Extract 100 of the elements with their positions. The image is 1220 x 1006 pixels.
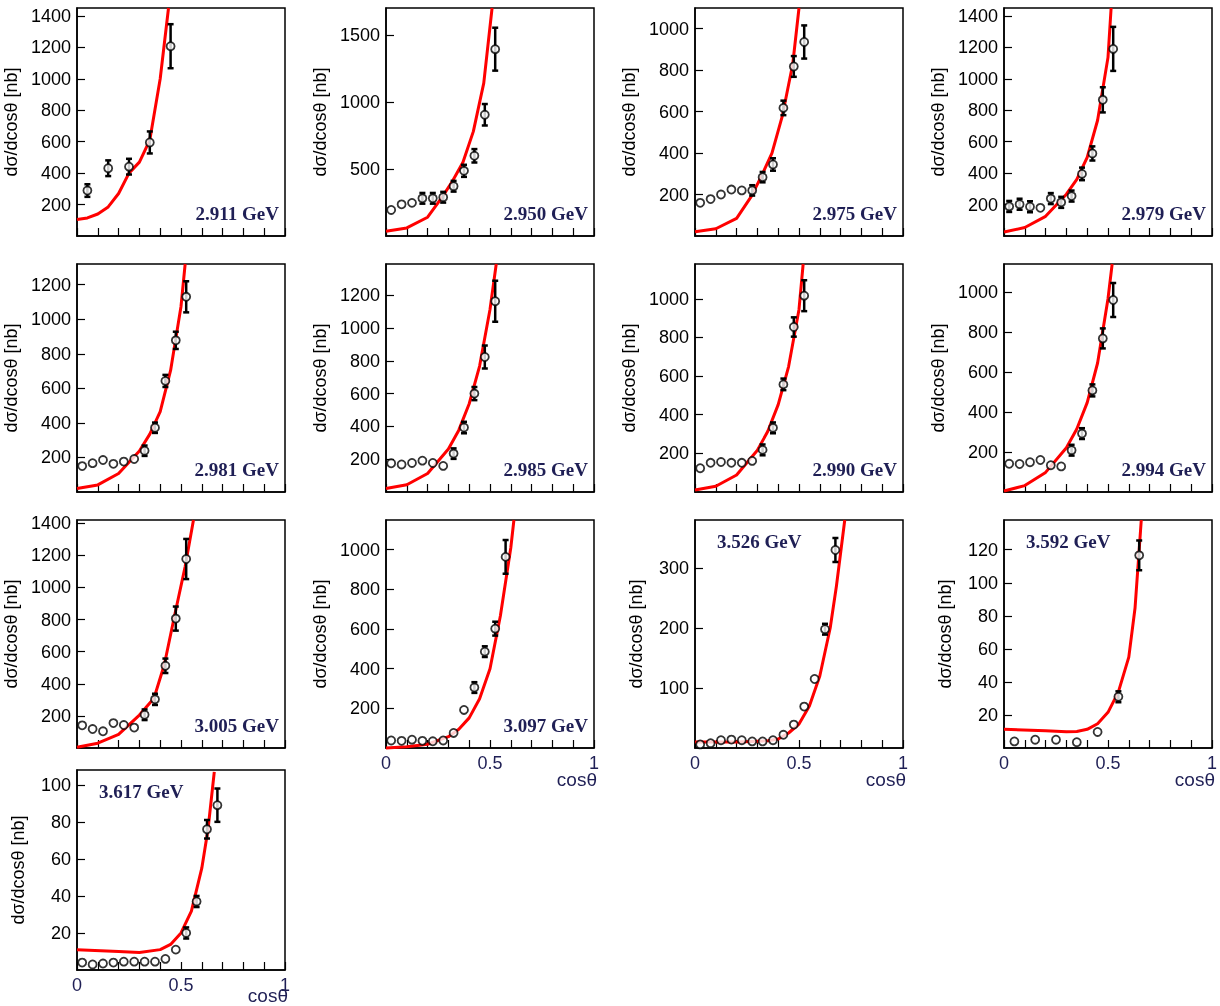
point (705, 457, 716, 468)
point (788, 719, 799, 730)
annotation: 3.592 GeV (1026, 531, 1111, 552)
point (407, 458, 417, 468)
point (809, 674, 820, 684)
y-tick-label: 60 (50, 848, 71, 869)
point (736, 457, 747, 468)
point (129, 956, 140, 967)
y-tick-label: 200 (40, 447, 71, 468)
point (490, 296, 501, 307)
point (160, 660, 171, 671)
y-tick-label: 400 (967, 402, 998, 422)
y-tick-label: 800 (40, 343, 71, 364)
point (1030, 734, 1041, 745)
y-tick-label: 600 (40, 641, 71, 662)
point (1134, 550, 1145, 561)
y-tick-label: 200 (349, 698, 380, 719)
y-tick-label: 1000 (648, 18, 689, 39)
point (1045, 460, 1056, 471)
point (150, 956, 160, 967)
point (788, 61, 799, 72)
y-tick-label: 400 (658, 404, 689, 425)
point (1108, 43, 1119, 54)
point (87, 458, 98, 469)
point (181, 291, 192, 302)
y-axis-title: dσ/dcosθ [nb] (928, 67, 949, 177)
point (438, 735, 449, 746)
point (139, 956, 150, 967)
point (165, 41, 176, 52)
point (108, 957, 119, 968)
annotation: 2.950 GeV (503, 203, 589, 224)
y-tick-label: 600 (967, 362, 998, 382)
annotation: 2.990 GeV (812, 459, 898, 480)
y-tick-label: 800 (658, 327, 689, 348)
point (768, 735, 778, 746)
point (705, 194, 716, 204)
point (144, 137, 155, 148)
point (118, 720, 129, 730)
point (716, 457, 726, 467)
point (490, 44, 501, 55)
point (1056, 461, 1067, 472)
point (1092, 727, 1103, 737)
y-tick-label: 200 (967, 442, 998, 462)
y-tick-label: 1000 (339, 539, 380, 560)
point (830, 545, 841, 555)
point (118, 956, 129, 967)
y-tick-label: 80 (977, 605, 998, 626)
point (407, 197, 417, 208)
point (170, 613, 181, 624)
point (448, 728, 459, 738)
point (788, 322, 799, 332)
y-tick-label: 600 (658, 366, 689, 387)
y-tick-label: 400 (349, 416, 380, 437)
y-tick-label: 20 (50, 922, 71, 943)
point (427, 736, 438, 747)
y-tick-label: 1200 (30, 274, 71, 295)
annotation: 3.526 GeV (717, 531, 802, 552)
y-tick-label: 1200 (957, 37, 998, 58)
y-tick-label: 120 (967, 539, 998, 560)
y-tick-label: 600 (967, 131, 998, 152)
y-tick-label: 1000 (957, 68, 998, 89)
point (181, 554, 192, 564)
y-tick-label: 40 (977, 671, 998, 692)
y-tick-label: 400 (349, 658, 380, 679)
y-tick-label: 60 (977, 638, 998, 659)
point (77, 461, 88, 471)
y-tick-label: 100 (967, 572, 998, 593)
y-tick-label: 600 (658, 101, 689, 122)
y-tick-label: 1200 (30, 37, 71, 58)
point (799, 701, 810, 712)
y-tick-label: 400 (40, 412, 71, 433)
y-tick-label: 1200 (339, 285, 380, 306)
annotation: 2.911 GeV (195, 203, 280, 224)
y-axis-title: dσ/dcosθ [nb] (626, 579, 646, 689)
y-tick-label: 200 (40, 194, 71, 215)
y-axis-title: dσ/dcosθ [nb] (1, 323, 22, 433)
point (757, 736, 768, 747)
y-tick-label: 1000 (30, 68, 71, 89)
y-axis-title: dσ/dcosθ [nb] (619, 323, 640, 433)
point (1004, 458, 1015, 469)
point (1014, 459, 1025, 469)
x-tick-label: 0.5 (786, 753, 812, 773)
point (98, 455, 108, 465)
point (386, 458, 397, 469)
y-tick-label: 1000 (339, 91, 380, 112)
y-tick-label: 1000 (339, 317, 380, 338)
point (736, 185, 747, 196)
y-tick-label: 600 (349, 383, 380, 404)
point (726, 184, 737, 195)
point (98, 726, 108, 737)
annotation: 3.097 GeV (503, 715, 589, 736)
y-axis-title: dσ/dcosθ [nb] (619, 67, 640, 177)
point (103, 163, 114, 174)
y-tick-label: 800 (40, 609, 71, 630)
y-tick-label: 40 (50, 885, 71, 906)
point (427, 458, 438, 468)
point (799, 37, 810, 47)
point (170, 944, 181, 955)
y-tick-label: 100 (658, 678, 689, 698)
point (108, 718, 119, 729)
